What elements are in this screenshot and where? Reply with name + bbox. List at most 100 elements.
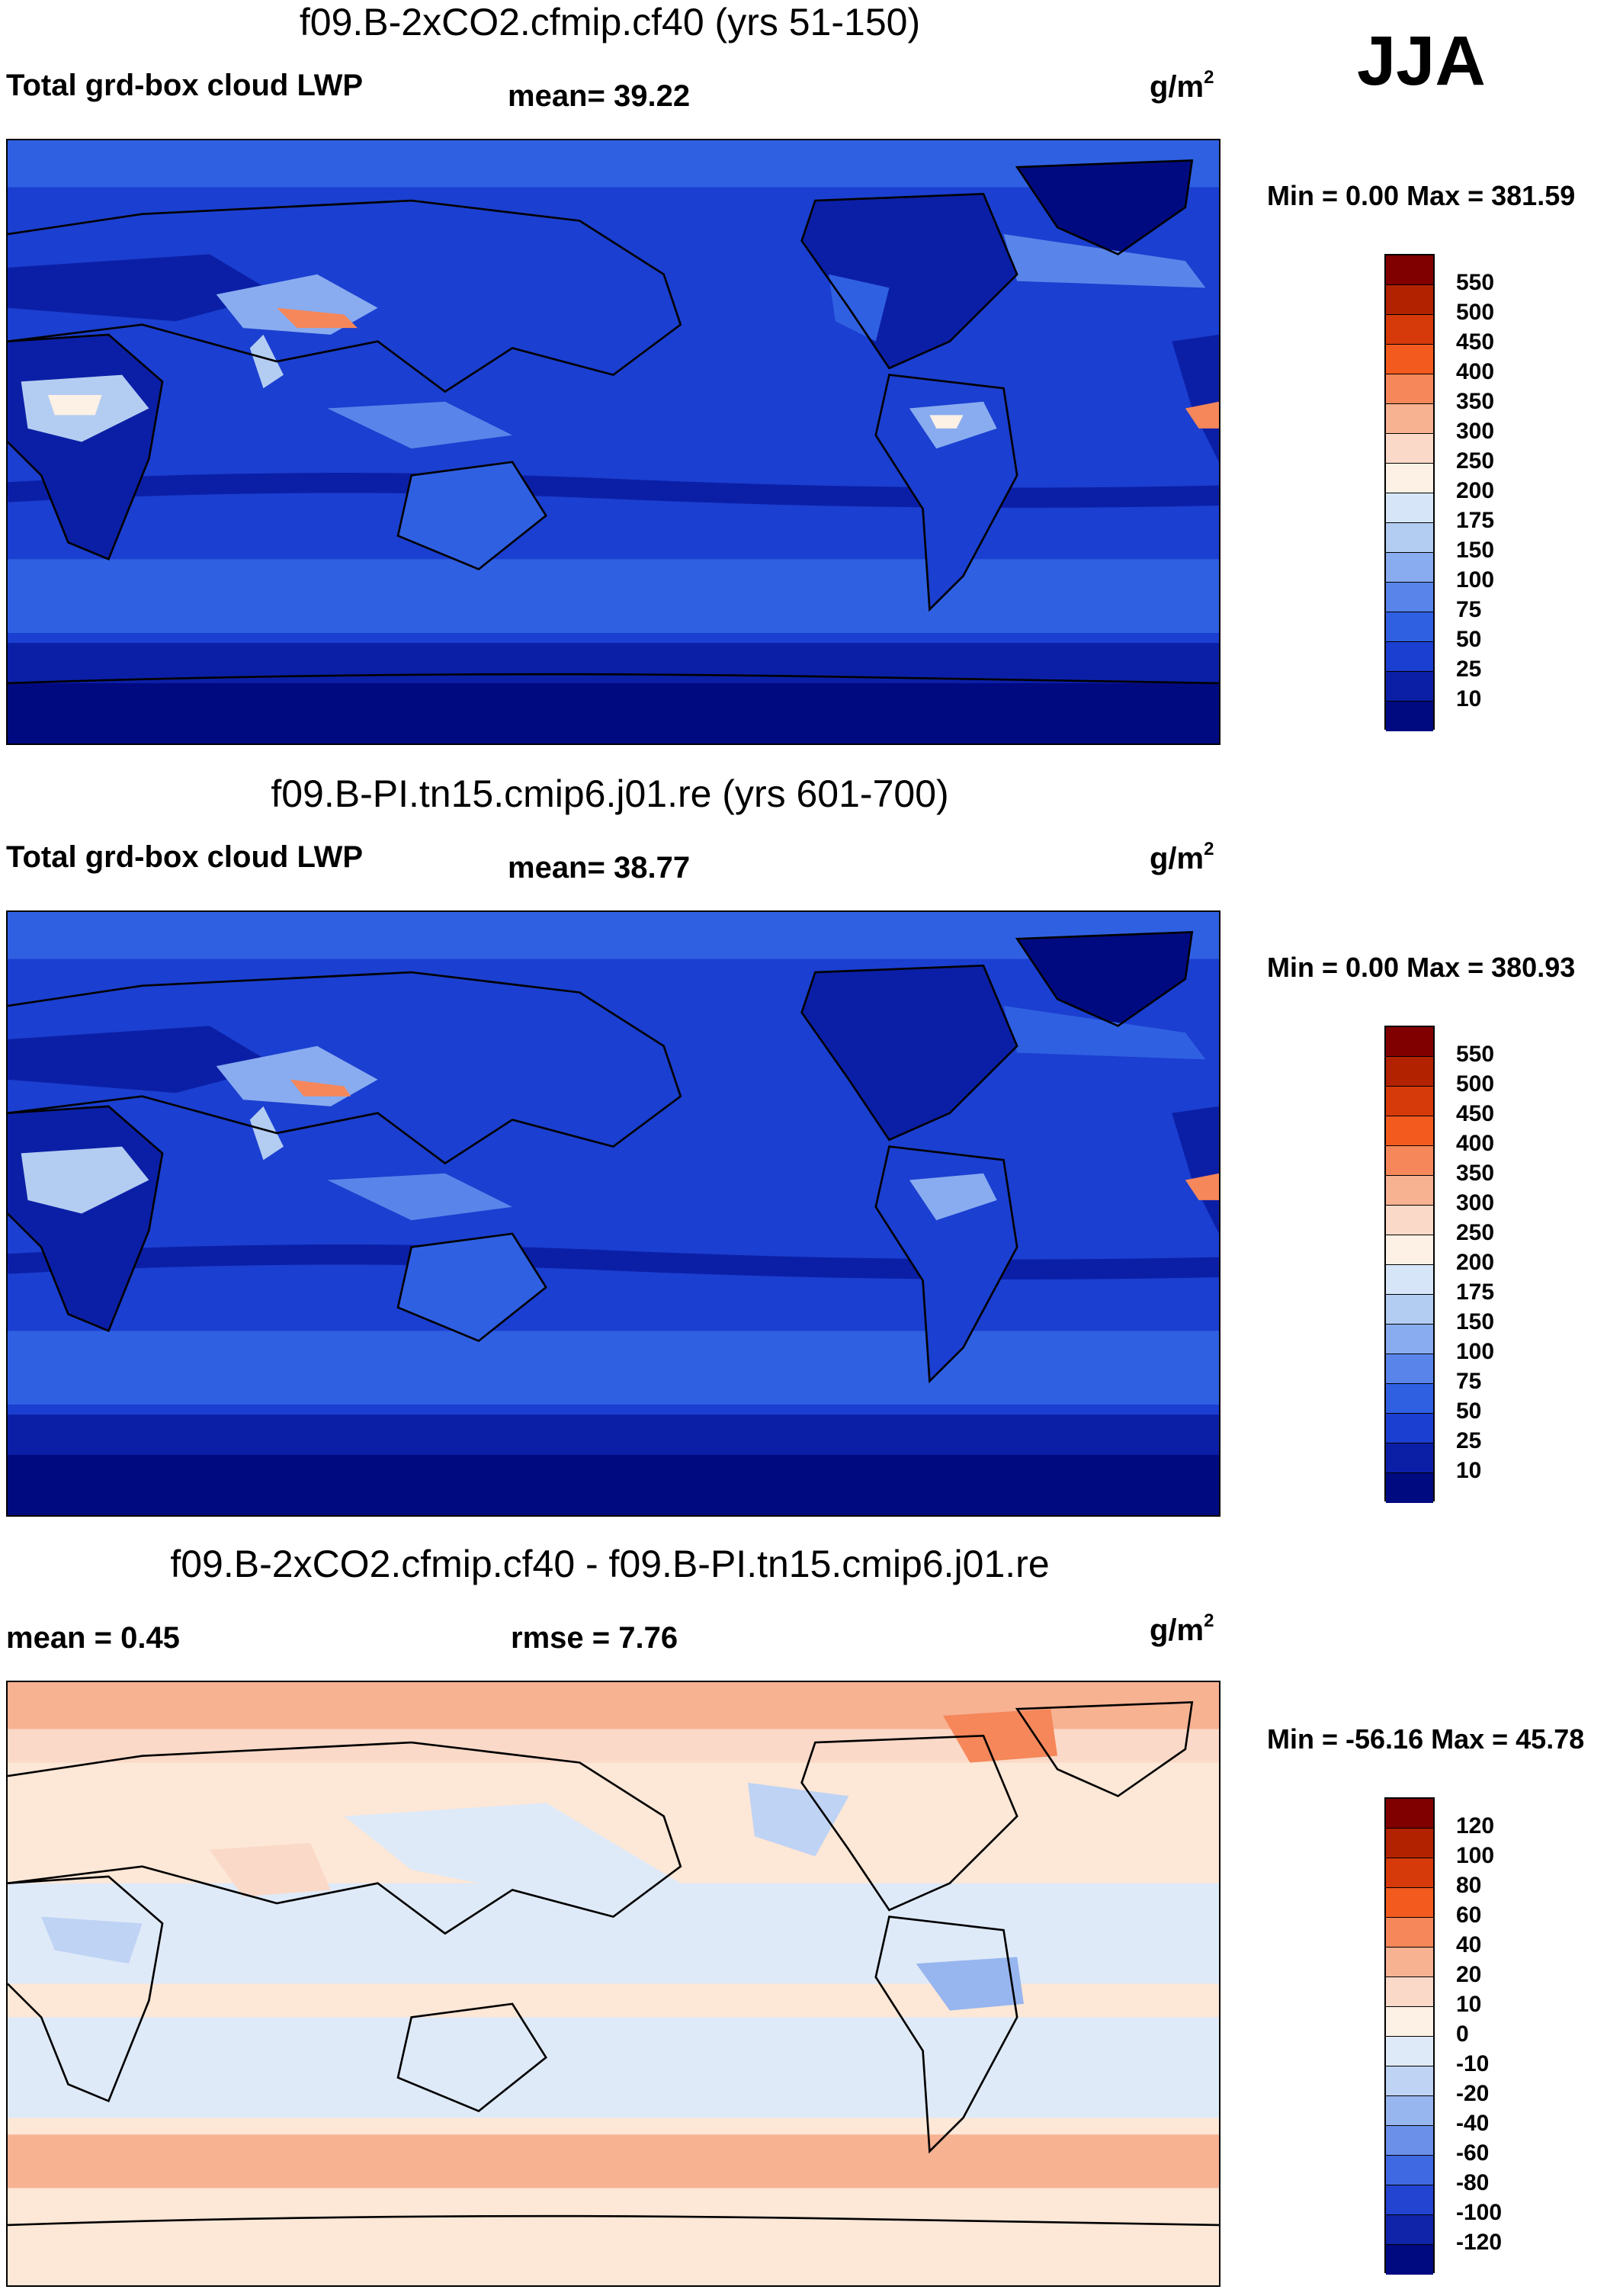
colorbar-tick-label: 250 <box>1456 448 1495 474</box>
panel-3-colorbar <box>1384 1797 1435 2275</box>
colorbar-segment <box>1386 2037 1433 2066</box>
colorbar-tick-label: 350 <box>1456 1161 1495 1186</box>
colorbar-tick-label: -10 <box>1456 2051 1490 2076</box>
colorbar-tick-label: 10 <box>1456 1992 1482 2017</box>
colorbar-segment <box>1386 1799 1433 1829</box>
colorbar-segment <box>1386 553 1433 583</box>
panel-1-mean-label: mean= 39.22 <box>508 79 691 113</box>
colorbar-tick-label: 75 <box>1456 597 1482 622</box>
colorbar-segment <box>1386 1146 1433 1176</box>
colorbar-segment <box>1386 464 1433 493</box>
colorbar-segment <box>1386 1087 1433 1116</box>
colorbar-segment <box>1386 1116 1433 1146</box>
colorbar-segment <box>1386 583 1433 612</box>
colorbar-segment <box>1386 2245 1433 2275</box>
colorbar-segment <box>1386 1295 1433 1325</box>
panel-2-title: f09.B-PI.tn15.cmip6.j01.re (yrs 601-700) <box>271 772 949 815</box>
colorbar-tick-label: 50 <box>1456 1398 1482 1424</box>
colorbar-segment <box>1386 493 1433 523</box>
panel-2-units: g/m2 <box>1150 839 1214 875</box>
panel-1-minmax: Min = 0.00 Max = 381.59 <box>1267 180 1576 211</box>
colorbar-segment <box>1386 2007 1433 2037</box>
colorbar-segment <box>1386 1443 1433 1473</box>
panel-2-map <box>6 910 1220 1517</box>
panel-2-mean-label: mean= 38.77 <box>508 851 691 885</box>
colorbar-segment <box>1386 1325 1433 1354</box>
colorbar-segment <box>1386 1977 1433 2007</box>
colorbar-tick-label: 50 <box>1456 627 1482 652</box>
colorbar-tick-label: 150 <box>1456 1309 1495 1334</box>
colorbar-tick-label: 200 <box>1456 1250 1495 1275</box>
colorbar-tick-label: 10 <box>1456 686 1482 711</box>
colorbar-tick-label: -40 <box>1456 2111 1490 2136</box>
colorbar-segment <box>1386 1057 1433 1087</box>
panel-3-title: f09.B-2xCO2.cfmip.cf40 - f09.B-PI.tn15.c… <box>170 1543 1050 1585</box>
colorbar-segment <box>1386 1206 1433 1235</box>
panel-3-minmax: Min = -56.16 Max = 45.78 <box>1267 1723 1585 1755</box>
colorbar-segment <box>1386 2096 1433 2126</box>
colorbar-tick-label: 175 <box>1456 1280 1495 1305</box>
colorbar-segment <box>1386 2185 1433 2215</box>
colorbar-tick-label: 10 <box>1456 1458 1482 1483</box>
colorbar-segment <box>1386 1027 1433 1057</box>
colorbar-tick-label: 500 <box>1456 300 1495 325</box>
colorbar-tick-label: 60 <box>1456 1903 1482 1928</box>
panel-2-minmax: Min = 0.00 Max = 380.93 <box>1267 952 1576 983</box>
colorbar-tick-label: 250 <box>1456 1220 1495 1245</box>
colorbar-tick-label: 300 <box>1456 1190 1495 1215</box>
colorbar-segment <box>1386 1918 1433 1948</box>
colorbar-segment <box>1386 1176 1433 1206</box>
colorbar-tick-label: 100 <box>1456 1843 1495 1868</box>
colorbar-tick-label: 40 <box>1456 1932 1482 1957</box>
colorbar-segment <box>1386 1829 1433 1858</box>
colorbar-tick-label: 500 <box>1456 1071 1495 1097</box>
colorbar-tick-label: 100 <box>1456 1339 1495 1364</box>
colorbar-segment <box>1386 523 1433 553</box>
colorbar-segment <box>1386 1354 1433 1384</box>
colorbar-segment <box>1386 2215 1433 2245</box>
panel-2-colorbar <box>1384 1026 1435 1503</box>
colorbar-segment <box>1386 1265 1433 1295</box>
panel-3-rmse-label: rmse = 7.76 <box>511 1621 678 1655</box>
colorbar-segment <box>1386 642 1433 672</box>
colorbar-tick-label: 450 <box>1456 1101 1495 1126</box>
panel-2-variable-label: Total grd-box cloud LWP <box>6 840 364 874</box>
colorbar-tick-label: -80 <box>1456 2170 1490 2195</box>
colorbar-segment <box>1386 1235 1433 1265</box>
colorbar-tick-label: -20 <box>1456 2081 1490 2106</box>
colorbar-tick-label: 150 <box>1456 538 1495 563</box>
colorbar-tick-label: 450 <box>1456 329 1495 355</box>
colorbar-segment <box>1386 672 1433 702</box>
colorbar-tick-label: 550 <box>1456 270 1495 295</box>
colorbar-segment <box>1386 404 1433 434</box>
colorbar-tick-label: 550 <box>1456 1042 1495 1067</box>
panel-3-units: g/m2 <box>1150 1610 1214 1647</box>
panel-1-title: f09.B-2xCO2.cfmip.cf40 (yrs 51-150) <box>299 1 921 43</box>
panel-1-variable-label: Total grd-box cloud LWP <box>6 69 364 102</box>
colorbar-segment <box>1386 1948 1433 1977</box>
colorbar-tick-label: 75 <box>1456 1369 1482 1394</box>
colorbar-tick-label: 400 <box>1456 1131 1495 1156</box>
colorbar-tick-label: -100 <box>1456 2200 1503 2225</box>
colorbar-tick-label: -60 <box>1456 2140 1490 2166</box>
colorbar-tick-label: 25 <box>1456 1428 1482 1453</box>
colorbar-segment <box>1386 374 1433 404</box>
colorbar-tick-label: 400 <box>1456 359 1495 384</box>
colorbar-tick-label: 300 <box>1456 419 1495 444</box>
panel-1-colorbar <box>1384 254 1435 731</box>
panel-3-mean-label: mean = 0.45 <box>6 1621 180 1655</box>
colorbar-tick-label: 20 <box>1456 1962 1482 1987</box>
panel-1-units: g/m2 <box>1150 67 1214 104</box>
colorbar-tick-label: 0 <box>1456 2021 1469 2047</box>
colorbar-segment <box>1386 2066 1433 2096</box>
colorbar-segment <box>1386 612 1433 642</box>
colorbar-segment <box>1386 1473 1433 1503</box>
colorbar-segment <box>1386 345 1433 374</box>
colorbar-tick-label: 175 <box>1456 508 1495 533</box>
colorbar-segment <box>1386 1414 1433 1443</box>
colorbar-tick-label: 80 <box>1456 1873 1482 1898</box>
panel-1-map <box>6 139 1220 745</box>
colorbar-segment <box>1386 702 1433 731</box>
colorbar-segment <box>1386 255 1433 285</box>
colorbar-segment <box>1386 2126 1433 2156</box>
